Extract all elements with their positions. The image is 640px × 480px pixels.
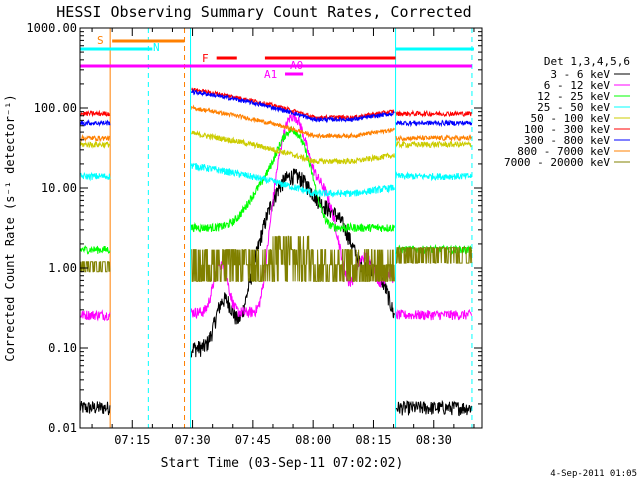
series-line-7 xyxy=(79,88,473,128)
annotation-s: S xyxy=(97,34,104,47)
legend-label: 800 - 7000 keV xyxy=(517,145,610,158)
x-tick-label: 07:15 xyxy=(114,433,150,447)
legend-title: Det 1,3,4,5,6 xyxy=(544,55,630,68)
plot-layer xyxy=(79,28,474,428)
legend-label: 25 - 50 keV xyxy=(537,101,610,114)
series-line-8 xyxy=(79,104,472,143)
y-tick-label: 0.01 xyxy=(48,421,77,435)
legend-label: 100 - 300 keV xyxy=(524,123,610,136)
annotation-a0: A0 xyxy=(290,59,303,72)
y-tick-label: 10.00 xyxy=(41,181,77,195)
y-tick-label: 1000.00 xyxy=(26,21,77,35)
y-tick-label: 0.10 xyxy=(48,341,77,355)
chart-title: HESSI Observing Summary Count Rates, Cor… xyxy=(56,3,471,21)
annotation-f: F xyxy=(202,52,209,65)
annotation-n: N xyxy=(153,41,160,54)
y-tick-label: 1.00 xyxy=(48,261,77,275)
legend-label: 50 - 100 keV xyxy=(531,112,611,125)
x-tick-label: 08:15 xyxy=(355,433,391,447)
legend-label: 3 - 6 keV xyxy=(550,68,610,81)
series-line-4 xyxy=(79,162,473,198)
legend-label: 7000 - 20000 keV xyxy=(504,156,610,169)
legend-label: 12 - 25 keV xyxy=(537,90,610,103)
series-line-1 xyxy=(79,168,472,417)
y-axis-label: Corrected Count Rate (s⁻¹ detector⁻¹) xyxy=(3,94,17,361)
y-tick-label: 100.00 xyxy=(34,101,77,115)
series-line-5 xyxy=(79,130,472,165)
annotation-a1: A1 xyxy=(264,68,277,81)
x-tick-label: 07:45 xyxy=(235,433,271,447)
x-tick-label: 08:00 xyxy=(295,433,331,447)
x-tick-label: 08:30 xyxy=(416,433,452,447)
series-line-6 xyxy=(79,87,472,122)
series-line-3 xyxy=(79,125,473,255)
legend-label: 6 - 12 keV xyxy=(544,79,611,92)
x-tick-label: 07:30 xyxy=(174,433,210,447)
series-line-9 xyxy=(79,235,473,282)
x-axis-label: Start Time (03-Sep-11 07:02:02) xyxy=(161,456,404,471)
legend-label: 300 - 800 keV xyxy=(524,134,610,147)
axis-layer: 0.01 0.10 1.00 10.00 100.00 1000.00 07:15 07:30… xyxy=(26,21,482,447)
timestamp: 4-Sep-2011 01:05 xyxy=(550,469,637,479)
plot-frame xyxy=(79,27,483,429)
